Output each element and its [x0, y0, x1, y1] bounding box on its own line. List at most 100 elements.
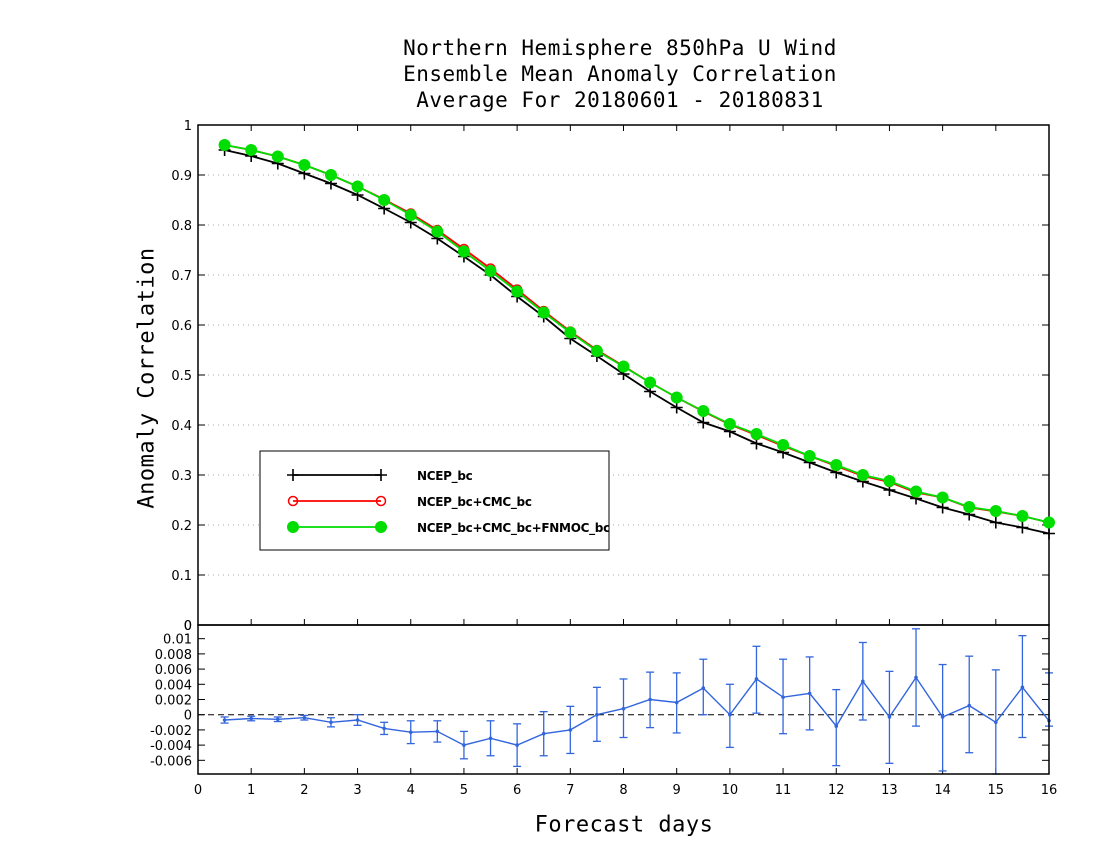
series-3-point: [590, 345, 603, 357]
series-3-point: [803, 450, 816, 462]
series-3-point: [351, 180, 364, 193]
difference-y-tick-label: -0.004: [150, 739, 192, 754]
series-3-point: [910, 485, 923, 498]
chart-title-line-3: Average For 20180601 - 20180831: [416, 88, 824, 112]
series-1-point: [670, 401, 683, 414]
series-3-point: [218, 139, 231, 151]
difference-top-tick-label: 0: [184, 619, 192, 634]
difference-point: [515, 743, 519, 747]
series-3-point: [856, 469, 869, 481]
series-3-point: [750, 428, 763, 440]
series-3-point: [644, 376, 657, 389]
difference-point: [249, 716, 253, 721]
series-3-point: [723, 418, 736, 430]
difference-point: [807, 691, 812, 696]
x-tick-label: 3: [353, 783, 361, 798]
series-3-point: [537, 306, 550, 319]
legend-marker-2-start: [287, 495, 299, 507]
difference-y-tick-label: 0.004: [155, 678, 192, 693]
series-3-point: [431, 225, 444, 238]
difference-point: [408, 730, 413, 734]
difference-point: [1020, 685, 1025, 690]
chart-title-line-1: Northern Hemisphere 850hPa U Wind: [403, 36, 837, 60]
legend-marker-1-start: [287, 469, 299, 481]
series-3-point: [989, 505, 1002, 517]
difference-point: [967, 703, 972, 708]
series-1-point: [697, 416, 710, 429]
difference-point: [701, 686, 706, 690]
difference-y-tick-label: -0.002: [150, 724, 192, 739]
difference-point: [914, 675, 918, 680]
series-3-point: [404, 209, 417, 221]
difference-point: [728, 712, 732, 717]
series-1-point: [989, 516, 1002, 529]
legend-marker-1-end: [375, 469, 387, 481]
difference-y-tick-label: -0.006: [150, 754, 192, 769]
legend-label-2: NCEP_bc+CMC_bc: [417, 495, 532, 510]
x-tick-label: 5: [460, 783, 468, 798]
x-tick-label: 10: [722, 783, 739, 798]
chart-title-line-2: Ensemble Mean Anomaly Correlation: [403, 62, 837, 86]
main-y-tick-label: 0.2: [171, 519, 192, 534]
main-y-tick-label: 0.3: [171, 469, 192, 484]
legend-marker-3-end: [375, 521, 387, 533]
main-y-tick-label: 0.4: [171, 419, 192, 434]
series-3-point: [564, 326, 577, 339]
difference-point: [781, 695, 785, 700]
x-tick-label: 7: [566, 783, 574, 798]
x-tick-label: 16: [1041, 783, 1058, 798]
difference-point: [302, 715, 307, 720]
difference-point: [834, 724, 839, 728]
main-y-tick-label: 0.1: [171, 569, 192, 584]
difference-point: [435, 729, 440, 734]
difference-point: [674, 700, 679, 705]
series-3-point: [271, 150, 284, 163]
series-3-point: [457, 245, 470, 258]
legend-label-3: NCEP_bc+CMC_bc+FNMOC_bc: [417, 521, 610, 536]
x-tick-label: 2: [300, 783, 308, 798]
series-3-point: [484, 265, 497, 277]
difference-point: [887, 715, 892, 719]
difference-point: [861, 679, 865, 684]
difference-y-tick-label: 0.01: [163, 633, 192, 648]
x-axis-label: Forecast days: [534, 812, 714, 838]
main-y-tick-label: 0.5: [171, 369, 192, 384]
series-3-point: [378, 194, 391, 206]
difference-point: [940, 715, 945, 719]
difference-point: [382, 726, 386, 731]
series-3-point: [617, 360, 630, 373]
difference-point: [488, 736, 493, 741]
legend-label-1: NCEP_bc: [417, 469, 473, 484]
series-3-point: [697, 405, 710, 417]
difference-point: [275, 717, 280, 722]
difference-y-tick-label: 0.006: [155, 663, 192, 678]
legend: NCEP_bc NCEP_bc+CMC_bc NCEP_bc+CMC_bc+FNMO…: [259, 450, 610, 551]
main-y-tick-label: 1: [184, 119, 192, 134]
series-3-point: [511, 285, 524, 298]
main-panel: 0 0.1 0.2 0.3 0.4 0.5 0.6 0.7 0.8 0.9 1: [171, 119, 1055, 634]
x-tick-label: 14: [934, 783, 951, 798]
series-3-point: [936, 491, 949, 504]
legend-marker-3-start: [287, 521, 299, 533]
difference-point: [222, 718, 227, 722]
x-tick-label: 6: [513, 783, 521, 798]
difference-point: [754, 677, 759, 681]
main-y-tick-label: 0.9: [171, 169, 192, 184]
x-tick-label: 8: [619, 783, 627, 798]
difference-point: [621, 706, 626, 711]
x-tick-label: 15: [988, 783, 1005, 798]
difference-plot-frame: [197, 624, 1050, 775]
series-3-point: [1043, 516, 1055, 529]
x-tick-label: 4: [407, 783, 415, 798]
main-y-tick-label: 0.6: [171, 319, 192, 334]
difference-point: [462, 743, 466, 747]
series-3-point: [670, 391, 683, 404]
main-y-tick-label: 0: [184, 619, 192, 634]
x-tick-label: 9: [673, 783, 681, 798]
difference-y-tick-label: 0: [184, 709, 192, 724]
difference-y-tick-label: 0.002: [155, 694, 192, 709]
main-y-tick-label: 0.8: [171, 219, 192, 234]
series-line-1: [224, 149, 1050, 535]
series-3-point: [883, 475, 896, 487]
series-1-point: [1016, 521, 1029, 534]
